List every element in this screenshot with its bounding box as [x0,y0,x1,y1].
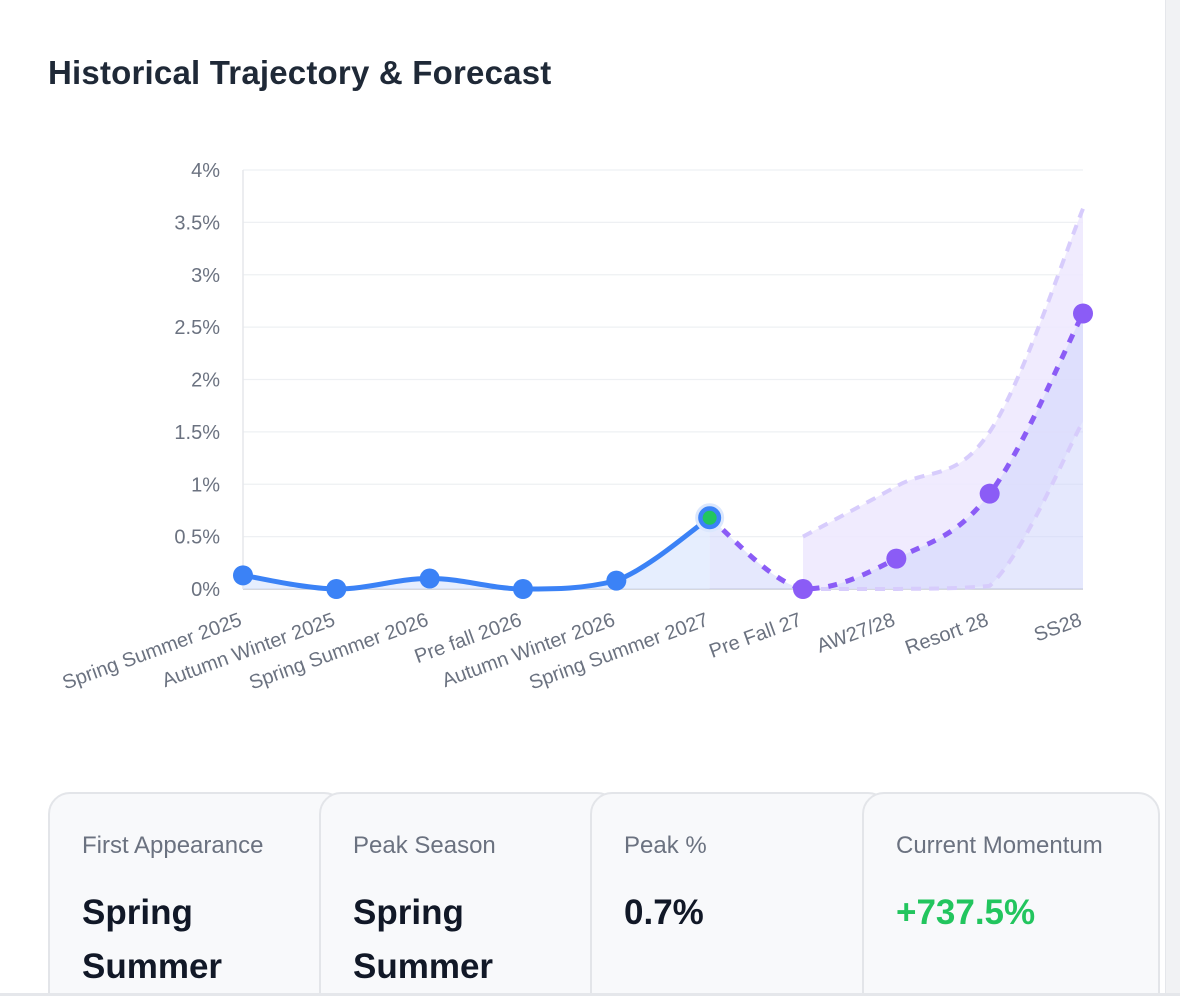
historical-point [326,579,347,599]
y-tick-label: 2% [191,370,220,392]
peak-percent-value: 0.7% [624,893,704,932]
current-momentum-label: Current Momentum [896,832,1103,859]
trajectory-chart: 0%0.5%1%1.5%2%2.5%3%3.5%4%Spring Summer … [60,160,1093,694]
bottom-divider [0,993,1180,996]
historical-point [606,570,627,591]
first-appearance-label: First Appearance [82,832,264,859]
first-appearance-value: Spring Summer [82,893,223,986]
peak-percent-card: Peak % 0.7% [590,792,890,996]
y-tick-label: 0.5% [174,527,220,549]
y-tick-label: 4% [191,160,220,182]
historical-point [233,565,253,586]
forecast-upper-bound [802,207,1085,539]
peak-percent-label: Peak % [624,832,707,859]
scrollbar-track[interactable] [1165,0,1180,996]
historical-area [243,517,710,589]
x-tick-label: AW27/28 [814,609,898,658]
forecast-area [709,313,1083,589]
forecast-point [1073,303,1093,324]
forecast-point [793,579,813,599]
peak-season-value: Spring Summer [353,893,494,986]
historical-point [419,568,440,589]
y-tick-label: 3.5% [174,212,220,234]
y-tick-label: 3% [191,265,220,287]
historical-point [513,579,533,599]
y-tick-label: 2.5% [174,317,220,339]
current-momentum-value: +737.5% [896,893,1036,932]
x-tick-label: SS28 [1031,609,1085,646]
y-tick-label: 1% [191,474,220,496]
forecast-lower-bound [803,420,1085,592]
x-tick-label: Resort 28 [902,609,991,659]
x-tick-label: Pre Fall 27 [706,609,804,663]
forecast-point [979,483,1000,504]
chart-title: Historical Trajectory & Forecast [48,54,552,91]
y-tick-label: 1.5% [174,422,220,444]
first-appearance-card: First Appearance Spring Summer [48,792,346,996]
current-momentum-card: Current Momentum +737.5% [862,792,1160,996]
peak-season-label: Peak Season [353,832,496,859]
peak-marker [702,510,717,525]
forecast-point [886,548,907,569]
peak-season-card: Peak Season Spring Summer [319,792,619,996]
y-tick-label: 0% [191,579,220,601]
